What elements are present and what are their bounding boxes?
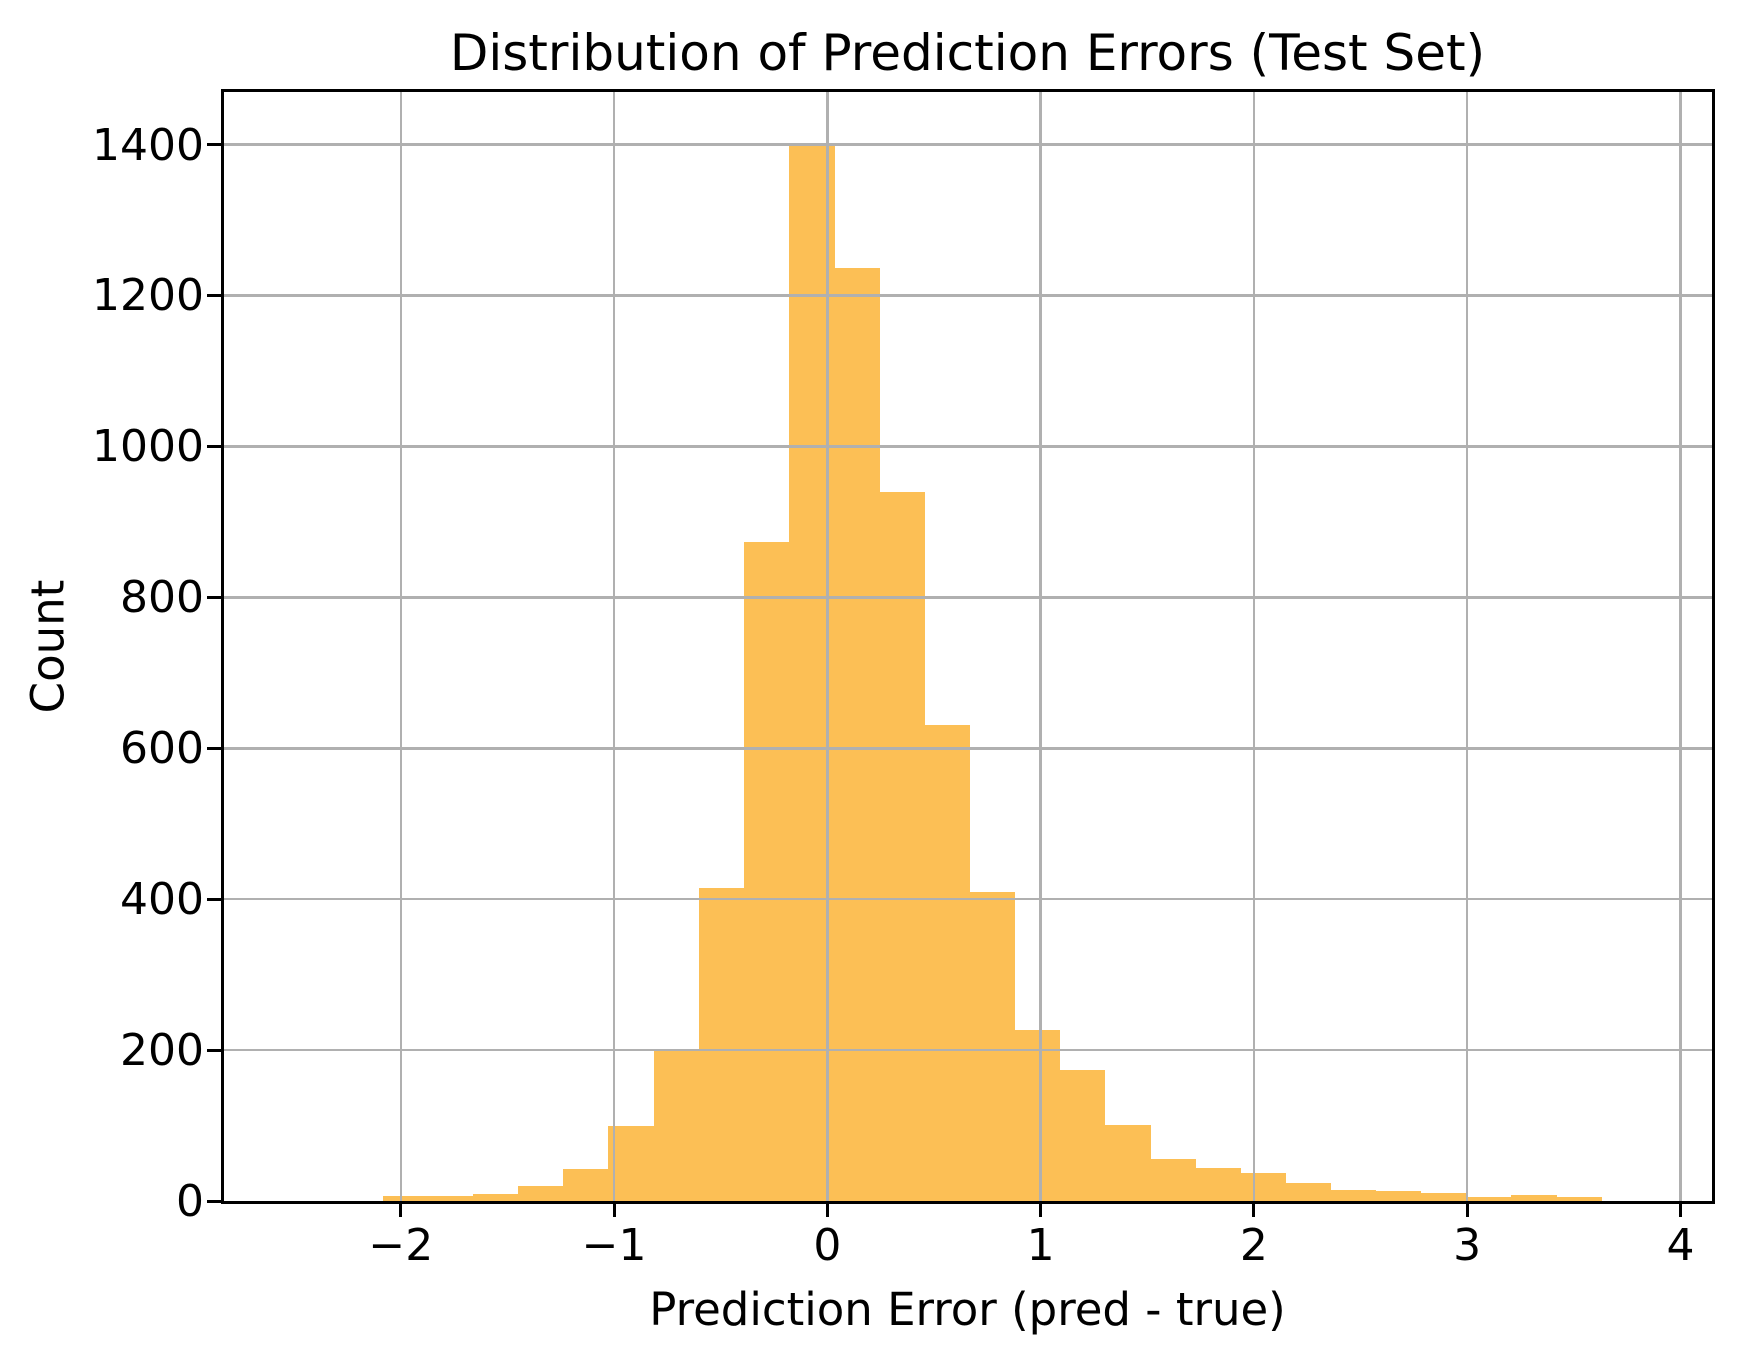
histogram-bar [1510,1194,1557,1201]
histogram-bar [743,541,790,1201]
histogram-bar [472,1194,519,1201]
y-tick-mark [206,143,221,147]
y-tick-mark [206,444,221,448]
y-tick-mark [206,1199,221,1203]
x-tick-label: 4 [1666,1220,1695,1271]
x-tick-mark [1465,1203,1469,1217]
x-tick-mark [1678,1203,1682,1217]
x-tick-label: 0 [813,1220,842,1271]
y-tick-mark [206,595,221,599]
x-tick-label: −1 [581,1220,647,1271]
y-tick-label: 1400 [92,119,204,171]
histogram-bar [518,1185,564,1201]
histogram-bar [969,891,1016,1201]
histogram-bar [1285,1182,1331,1201]
x-tick-label: 3 [1453,1220,1482,1271]
x-tick-label: 1 [1026,1220,1055,1271]
y-tick-label: 1200 [92,270,204,322]
x-tick-label: −2 [368,1220,434,1271]
histogram-bar [924,724,970,1201]
bars-layer [223,91,1712,1201]
y-tick-label: 400 [120,874,204,926]
y-tick-mark [206,1048,221,1052]
y-tick-mark [206,746,221,750]
x-tick-mark [612,1203,616,1217]
histogram-bar [1420,1193,1467,1201]
histogram-bar [788,144,835,1201]
y-tick-label: 0 [176,1176,204,1227]
histogram-bar [1555,1197,1602,1201]
histogram-bar [427,1196,474,1201]
y-tick-label: 200 [120,1025,204,1077]
histogram-bar [1104,1124,1151,1201]
histogram-bar [1465,1197,1512,1201]
histogram-bar [608,1125,655,1201]
y-tick-label: 800 [120,572,204,624]
histogram-bar [1014,1029,1061,1201]
histogram-bar [1149,1158,1196,1201]
chart-title: Distribution of Prediction Errors (Test … [449,24,1486,82]
histogram-bar [834,268,880,1201]
y-tick-label: 600 [120,723,204,775]
x-tick-mark [1039,1203,1043,1217]
y-tick-mark [206,897,221,901]
y-axis-label: Count [21,579,75,714]
histogram-bar [563,1169,610,1201]
histogram-bar [1375,1191,1422,1201]
x-tick-mark [825,1203,829,1217]
histogram-bar [698,887,745,1201]
histogram-bar [1240,1173,1286,1201]
y-tick-mark [206,293,221,297]
histogram-bar [1194,1167,1241,1201]
y-tick-label: 1000 [92,421,204,473]
histogram-bar [653,1050,700,1201]
histogram-bar [1330,1190,1377,1201]
x-axis-label: Prediction Error (pred - true) [649,1283,1286,1336]
x-tick-mark [1252,1203,1256,1217]
histogram-bar [382,1195,429,1201]
x-tick-label: 2 [1239,1220,1268,1271]
histogram-bar [879,491,925,1201]
histogram-bar [1059,1069,1106,1201]
x-tick-mark [399,1203,403,1217]
